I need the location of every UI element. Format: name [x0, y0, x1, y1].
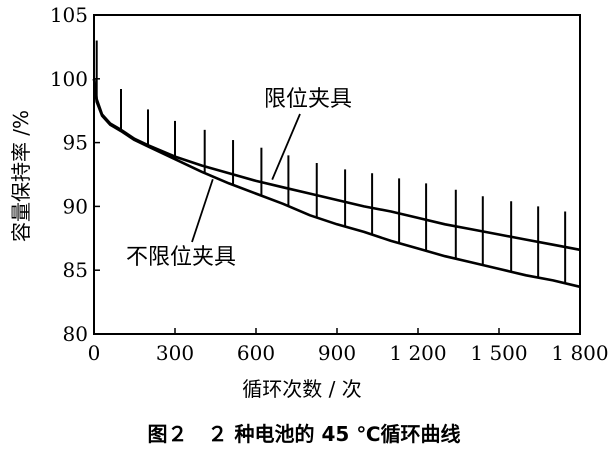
y-axis-label: 容量保持率 /%: [9, 110, 33, 242]
annotation-limited-fixture: 限位夹具: [264, 87, 352, 112]
x-tick-label: 1 200: [389, 341, 446, 365]
y-tick-label: 90: [63, 194, 88, 218]
y-tick-label: 80: [63, 322, 88, 346]
annotation-leader-unlimited: [191, 178, 214, 243]
annotation-unlimited-fixture: 不限位夹具: [126, 245, 236, 270]
x-tick-label: 600: [237, 341, 275, 365]
series-line-unlimited-fixture: [92, 78, 581, 289]
x-tick-label: 1 800: [551, 341, 608, 365]
spike-marks: [95, 40, 567, 284]
x-tick-label: 900: [318, 341, 356, 365]
x-axis-label: 循环次数 / 次: [242, 377, 361, 401]
plot-frame-rect: [93, 14, 581, 335]
y-tick-label: 100: [50, 67, 88, 91]
plot-frame: [93, 14, 581, 335]
y-tick-label: 95: [63, 131, 88, 155]
x-tick-label: 300: [156, 341, 194, 365]
y-tick-label: 85: [63, 258, 88, 282]
chart: 0 300 600 900 1 200 1 500 1 800 80 85 90 95 100 105…: [9, 3, 608, 401]
x-tick-label: 1 500: [470, 341, 527, 365]
x-axis-ticks: 0 300 600 900 1 200 1 500 1 800: [88, 328, 608, 365]
y-tick-label: 105: [50, 3, 88, 27]
y-axis-ticks: 80 85 90 95 100 105: [50, 3, 100, 346]
series-lines: [92, 78, 581, 289]
x-tick-label: 0: [88, 341, 101, 365]
annotation-leader-limited: [271, 113, 301, 180]
figure-caption: 图２ ２ 种电池的 45 ℃循环曲线: [147, 422, 461, 446]
